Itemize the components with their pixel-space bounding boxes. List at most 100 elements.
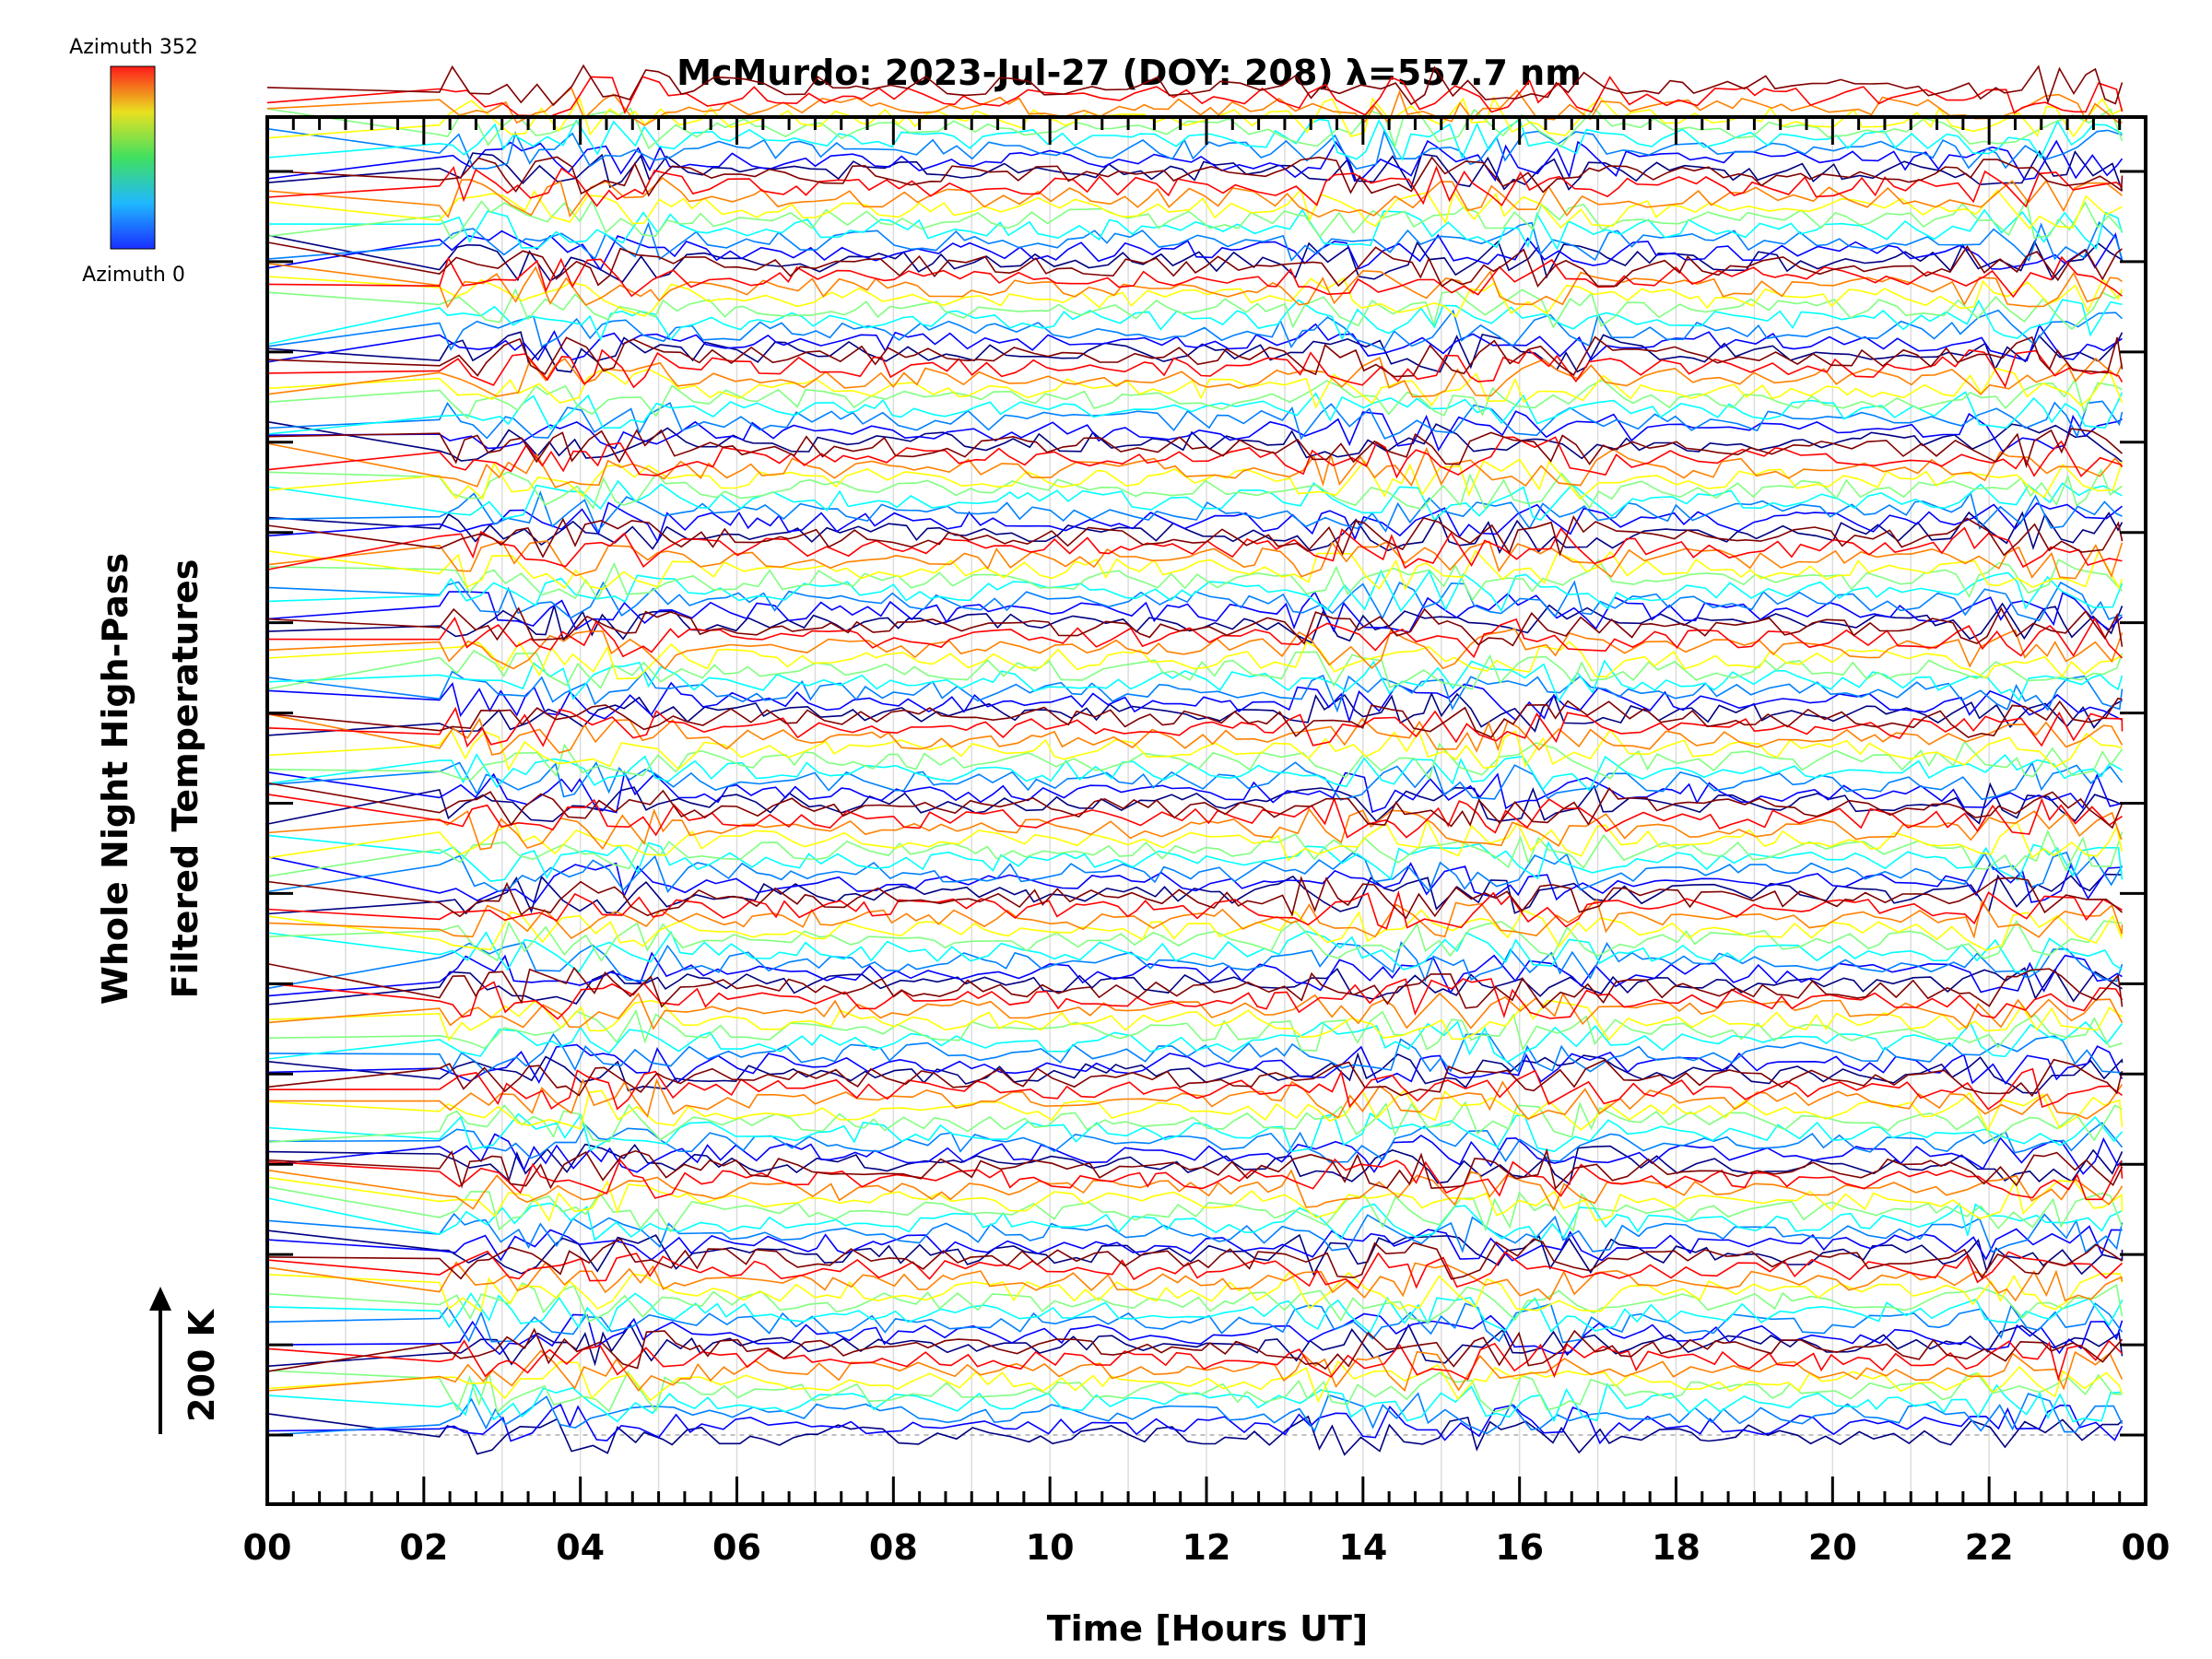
trace-line: [266, 855, 2123, 904]
trace-line: [266, 606, 2124, 647]
x-tick-label: 20: [1808, 1527, 1857, 1568]
trace-line: [266, 490, 2123, 533]
trace-line: [266, 794, 2123, 839]
trace-line: [266, 139, 2124, 182]
trace-line: [266, 420, 2124, 463]
trace-line: [266, 569, 2124, 613]
trace-line: [266, 276, 2124, 319]
trace-line: [266, 468, 2123, 511]
trace-line: [266, 442, 2124, 488]
x-tick-label: 10: [1026, 1527, 1075, 1568]
trace-line: [266, 978, 2124, 1020]
trace-line: [266, 221, 2124, 262]
trace-line: [266, 898, 2124, 940]
trace-line: [266, 1403, 2124, 1445]
trace-line: [266, 951, 2123, 997]
trace-line: [266, 740, 2124, 781]
trace-line: [266, 511, 2124, 555]
trace-line: [266, 176, 2123, 218]
trace-line: [266, 818, 2124, 862]
trace-line: [266, 829, 2124, 877]
chart-title: McMurdo: 2023-Jul-27 (DOY: 208) λ=557.7 …: [677, 53, 1582, 93]
trace-line: [266, 770, 2123, 814]
trace-line: [266, 919, 2123, 962]
trace-line: [266, 1225, 2123, 1262]
trace-line: [266, 580, 2123, 622]
colorbar-max-label: Azimuth 352: [69, 36, 198, 59]
trace-line: [266, 458, 2124, 500]
y-axis-label-line2: Filtered Temperatures: [165, 559, 206, 999]
trace-line: [266, 118, 2123, 161]
trace-line: [266, 76, 2124, 117]
trace-line: [266, 1349, 2124, 1393]
trace-line: [266, 1339, 2124, 1382]
trace-line: [266, 229, 2124, 272]
trace-line: [266, 501, 2123, 544]
trace-line: [266, 1292, 2124, 1334]
x-tick-label: 06: [712, 1527, 761, 1568]
trace-line: [266, 697, 2123, 738]
x-tick-label: 22: [1965, 1527, 2014, 1568]
trace-line: [266, 263, 2123, 309]
trace-line: [266, 165, 2124, 208]
colorbar-gradient: [110, 65, 156, 250]
trace-line: [266, 999, 2123, 1041]
trace-line: [266, 127, 2123, 170]
scale-label: 200 K: [182, 1308, 222, 1422]
trace-line: [266, 64, 2124, 107]
trace-line: [266, 1067, 2123, 1111]
trace-line: [266, 670, 2124, 713]
trace-line: [266, 992, 2124, 1030]
x-tick-label: 04: [556, 1527, 605, 1568]
trace-line: [266, 1058, 2124, 1098]
trace-line: [266, 941, 2124, 990]
trace-line: [266, 348, 2124, 389]
trace-line: [266, 515, 2124, 559]
trace-line: [266, 87, 2123, 126]
trace-line: [266, 782, 2124, 830]
trace-line: [266, 197, 2124, 241]
trace-line: [266, 299, 2123, 346]
trace-line: [266, 1261, 2124, 1302]
trace-line: [266, 962, 2124, 1009]
trace-line: [266, 410, 2123, 453]
trace-line: [266, 753, 2123, 792]
trace-line: [266, 590, 2124, 633]
trace-line: [266, 1122, 2124, 1163]
x-tick-label: 16: [1495, 1527, 1544, 1568]
trace-line: [266, 107, 2124, 150]
trace-line: [266, 1413, 2124, 1456]
trace-line: [266, 241, 2123, 288]
trace-line: [266, 1176, 2124, 1222]
trace-line: [266, 1158, 2124, 1201]
x-axis-label: Time [Hours UT]: [1047, 1608, 1369, 1649]
trace-line: [266, 649, 2124, 690]
trace-line: [266, 367, 2124, 409]
trace-line: [266, 1185, 2124, 1233]
trace-line: [266, 628, 2124, 670]
trace-line: [266, 1250, 2124, 1289]
trace-line: [266, 1212, 2124, 1253]
trace-line: [266, 391, 2124, 435]
trace-line: [266, 1370, 2123, 1414]
x-tick-label: 14: [1338, 1527, 1387, 1568]
trace-line: [266, 255, 2123, 299]
trace-line: [266, 309, 2124, 351]
trace-line: [266, 1269, 2124, 1312]
trace-line: [266, 548, 2124, 591]
x-tick-label: 00: [2122, 1527, 2171, 1568]
trace-line: [266, 1392, 2124, 1436]
trace-line: [266, 356, 2124, 398]
trace-line: [266, 1381, 2123, 1423]
scale-indicator: 200 K: [149, 1287, 222, 1434]
x-tick-label: 08: [869, 1527, 918, 1568]
axes: 00 02 04 06 08 10 12 14 16 18 20 22 00: [243, 115, 2171, 1568]
trace-line: [266, 602, 2124, 644]
trace-line: [266, 1169, 2124, 1212]
trace-line: [266, 540, 2124, 580]
trace-line: [266, 712, 2124, 756]
trace-line: [266, 1312, 2124, 1356]
trace-line: [266, 1327, 2124, 1372]
trace-line: [266, 288, 2123, 331]
